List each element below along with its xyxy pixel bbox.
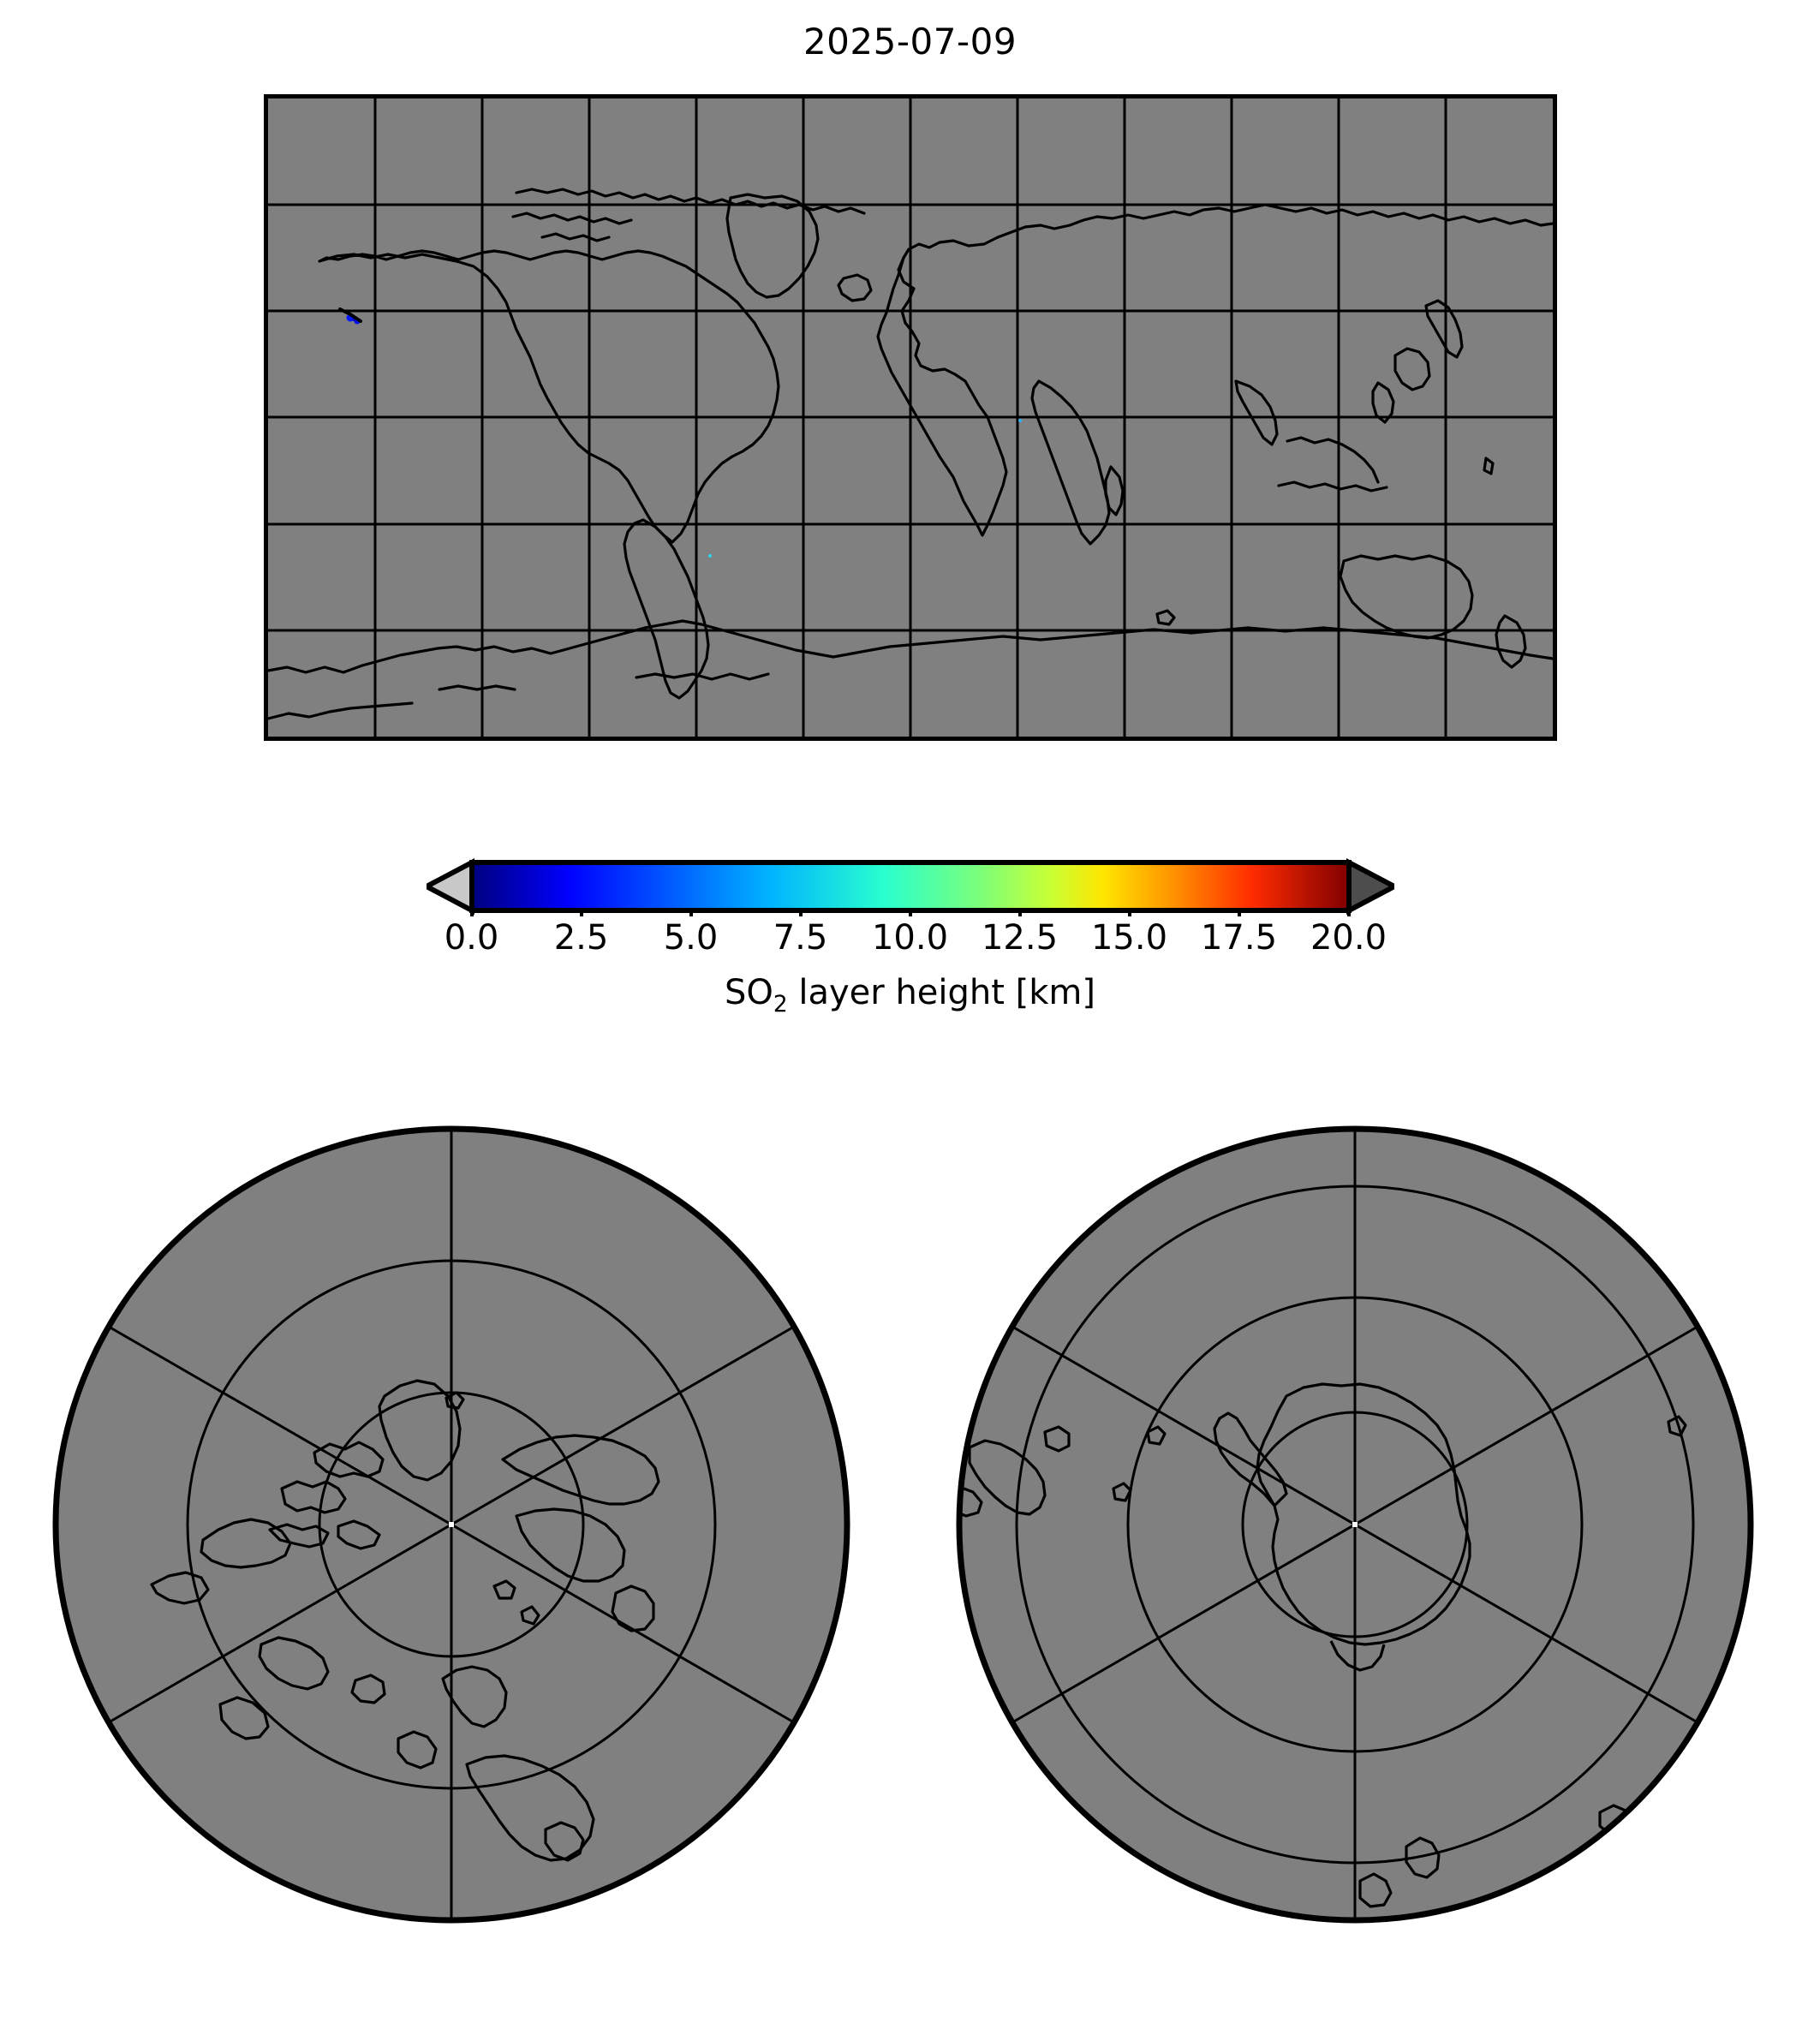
south-polar-map-axes[interactable] — [944, 1113, 1766, 1936]
global-map-coastlines — [268, 188, 1553, 720]
colorbar-tick-2: 5.0 — [663, 918, 719, 958]
north-pole-marker — [449, 1522, 454, 1527]
north-polar-map-svg — [52, 1125, 850, 1924]
colorbar-tick-5: 12.5 — [981, 918, 1059, 958]
global-map-axes[interactable] — [264, 94, 1557, 741]
colorbar-label-subscript: 2 — [773, 991, 788, 1017]
global-map-data-points — [338, 307, 1022, 558]
north-polar-map-axes[interactable] — [40, 1113, 862, 1936]
colorbar-tick-4: 10.0 — [871, 918, 949, 958]
global-map-svg — [268, 98, 1553, 737]
page-title: 2025-07-09 — [803, 21, 1017, 63]
global-map-gridlines — [268, 98, 1553, 737]
colorbar-tick-3: 7.5 — [773, 918, 828, 958]
colorbar-tick-6: 15.0 — [1090, 918, 1168, 958]
colorbar-tick-0: 0.0 — [444, 918, 499, 958]
south-polar-data-points — [999, 1305, 1005, 1312]
colorbar-gradient — [468, 860, 1352, 913]
colorbar-label-species: SO — [724, 973, 773, 1012]
north-polar-coastlines — [150, 1379, 660, 1862]
colorbar-tick-7: 17.5 — [1200, 918, 1278, 958]
colorbar-ticklabels: 0.0 2.5 5.0 7.5 10.0 12.5 15.0 17.5 20.0 — [427, 918, 1394, 966]
colorbar-tick-8: 20.0 — [1310, 918, 1387, 958]
colorbar-svg — [426, 858, 1394, 916]
south-polar-map-svg — [956, 1125, 1754, 1924]
colorbar-over-arrow — [1346, 858, 1394, 915]
colorbar[interactable] — [426, 856, 1394, 916]
south-pole-marker — [1352, 1522, 1358, 1527]
colorbar-tick-1: 2.5 — [553, 918, 609, 958]
colorbar-ticks — [469, 910, 1351, 916]
colorbar-group: 0.0 2.5 5.0 7.5 10.0 12.5 15.0 17.5 20.0… — [0, 856, 1820, 1036]
colorbar-label-rest: layer height [km] — [787, 973, 1095, 1012]
colorbar-axis-label: SO2 layer height [km] — [0, 973, 1820, 1017]
colorbar-under-arrow — [426, 858, 474, 915]
